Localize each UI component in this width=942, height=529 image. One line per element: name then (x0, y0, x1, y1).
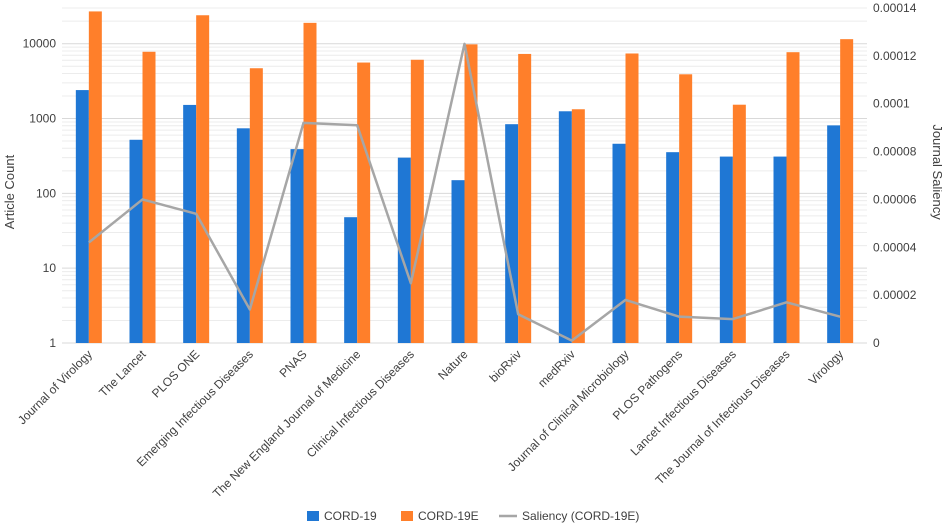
cord19-bar (773, 156, 787, 343)
right-tick-label: 0.00006 (873, 192, 917, 206)
category-labels: Journal of Virology The Lancet PLOS ONEEme… (15, 347, 846, 501)
cord19e-bar (571, 109, 585, 344)
saliency-polyline (88, 42, 841, 342)
category-label: Nature (435, 347, 471, 383)
cord19e-bar (142, 51, 156, 344)
cord19e-bar (410, 59, 424, 344)
cord19-bar (505, 124, 519, 343)
right-tick-label: 0.00014 (873, 1, 917, 15)
cord19-bar (612, 143, 626, 343)
cord19e-bar (464, 44, 478, 343)
cord19e-bar (625, 53, 639, 343)
category-label: PNAS (277, 347, 310, 380)
left-tick-label: 10 (43, 261, 57, 275)
category-label: The Lancet (96, 347, 149, 400)
cord19e-bar (786, 52, 800, 344)
cord19e-bar (303, 22, 317, 343)
category-label: medRxiv (535, 347, 578, 390)
category-label: bioRxiv (487, 347, 525, 385)
category-label: Virology (806, 347, 846, 387)
cord19e-bar (196, 15, 210, 343)
cord19-bar (75, 90, 89, 344)
bars (75, 11, 854, 344)
cord19-bar (344, 217, 358, 343)
left-tick-label: 1000 (29, 112, 56, 126)
cord19-bar (236, 128, 250, 343)
cord19-bar (666, 152, 680, 343)
cord19-bar (290, 149, 304, 343)
right-tick-label: 0.00012 (873, 49, 917, 63)
cord19-bar (397, 157, 411, 343)
right-tick-label: 0 (873, 336, 880, 350)
legend-swatch-cord19e (401, 511, 413, 521)
legend: CORD-19 CORD-19E Saliency (CORD-19E) (307, 509, 639, 523)
left-tick-label: 1 (49, 336, 56, 350)
right-axis-title: Journal Saliency (930, 124, 942, 220)
cord19-bar (451, 180, 465, 343)
category-label: Emerging Infectious Diseases (134, 347, 256, 469)
right-tick-label: 0.00008 (873, 145, 917, 159)
cord19e-bar (840, 39, 854, 344)
left-axis-title: Article Count (2, 154, 17, 229)
left-tick-label: 10000 (23, 37, 57, 51)
cord19-bar (129, 139, 143, 343)
right-tick-label: 0.0001 (873, 97, 910, 111)
legend-label: CORD-19 (324, 509, 377, 523)
cord19e-bar (679, 74, 693, 343)
saliency-line (88, 42, 841, 342)
legend-label: CORD-19E (418, 509, 479, 523)
cord19-bar (719, 156, 733, 343)
right-tick-label: 0.00002 (873, 288, 917, 302)
cord19-bar (183, 104, 197, 343)
cord19e-bar (518, 53, 532, 344)
cord19-bar (827, 125, 841, 344)
legend-swatch-cord19 (307, 511, 319, 521)
category-label: Journal of Virology (15, 347, 95, 427)
category-label: Lancet Infectious Diseases (628, 347, 739, 458)
cord19e-bar (732, 104, 746, 343)
cord19e-bar (357, 62, 371, 344)
category-label: PLOS ONE (149, 347, 202, 400)
right-tick-label: 0.00004 (873, 240, 917, 254)
legend-label: Saliency (CORD-19E) (522, 509, 639, 523)
cord19e-bar (88, 11, 102, 344)
left-tick-label: 100 (36, 186, 56, 200)
axes: 1 10 100 1000 10000 0 0.00002 0.00004 0.00006 0.0… (23, 1, 917, 350)
cord19-bar (558, 111, 572, 343)
category-label: Clinical Infectious Diseases (304, 347, 417, 460)
